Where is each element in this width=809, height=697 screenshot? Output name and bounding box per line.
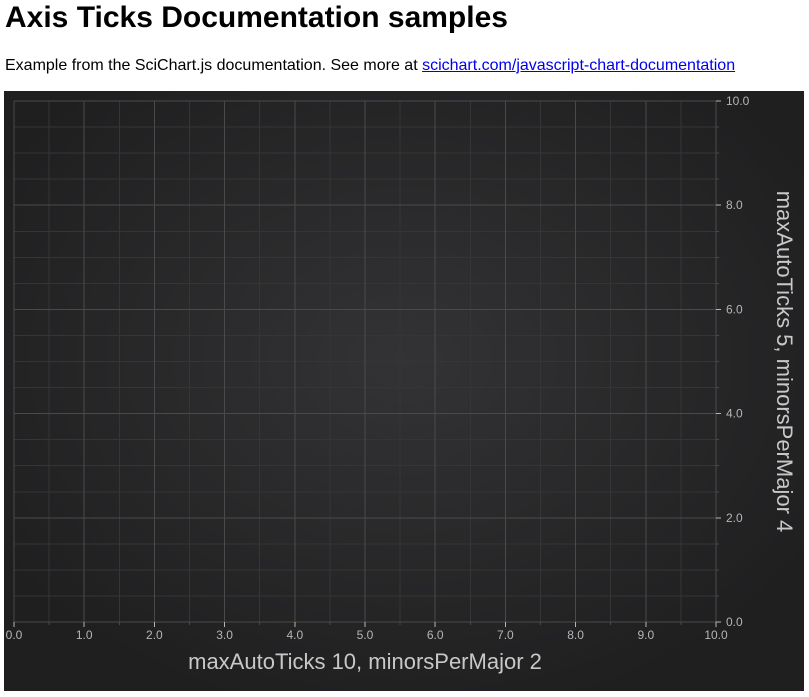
y-tick-label: 2.0 xyxy=(726,511,743,525)
chart-surface[interactable]: 0.0 1.0 2.0 3.0 4.0 5.0 6.0 7.0 8.0 9.0 10.0 0.0 2.… xyxy=(4,91,804,691)
x-tick-label: 10.0 xyxy=(704,628,728,642)
x-tick-label: 8.0 xyxy=(567,628,584,642)
x-tick-label: 1.0 xyxy=(76,628,93,642)
chart-background xyxy=(4,91,804,691)
y-tick-label: 8.0 xyxy=(726,198,743,212)
documentation-link[interactable]: scichart.com/javascript-chart-documentat… xyxy=(422,57,736,74)
y-axis-title: maxAutoTicks 5, minorsPerMajor 4 xyxy=(772,191,797,533)
x-tick-label: 7.0 xyxy=(497,628,514,642)
y-tick-label: 4.0 xyxy=(726,407,743,421)
x-tick-label: 9.0 xyxy=(637,628,654,642)
x-tick-label: 3.0 xyxy=(216,628,233,642)
x-tick-label: 4.0 xyxy=(286,628,303,642)
major-gridlines xyxy=(13,100,717,623)
x-tick-label: 0.0 xyxy=(6,628,23,642)
y-tick-label: 0.0 xyxy=(726,615,743,629)
chart-svg[interactable]: 0.0 1.0 2.0 3.0 4.0 5.0 6.0 7.0 8.0 9.0 10.0 0.0 2.… xyxy=(4,91,804,691)
y-axis[interactable]: 0.0 2.0 4.0 6.0 8.0 10.0 xyxy=(715,94,750,629)
y-tick-label: 6.0 xyxy=(726,302,743,316)
x-axis[interactable]: 0.0 1.0 2.0 3.0 4.0 5.0 6.0 7.0 8.0 9.0 10.0 xyxy=(6,621,728,642)
x-tick-label: 5.0 xyxy=(357,628,374,642)
x-tick-label: 2.0 xyxy=(146,628,163,642)
page-title: Axis Ticks Documentation samples xyxy=(5,1,508,34)
x-tick-label: 6.0 xyxy=(427,628,444,642)
x-axis-title: maxAutoTicks 10, minorsPerMajor 2 xyxy=(188,649,542,674)
intro-text: Example from the SciChart.js documentati… xyxy=(5,57,423,74)
y-tick-label: 10.0 xyxy=(726,94,750,108)
intro-paragraph: Example from the SciChart.js documentati… xyxy=(5,56,735,76)
